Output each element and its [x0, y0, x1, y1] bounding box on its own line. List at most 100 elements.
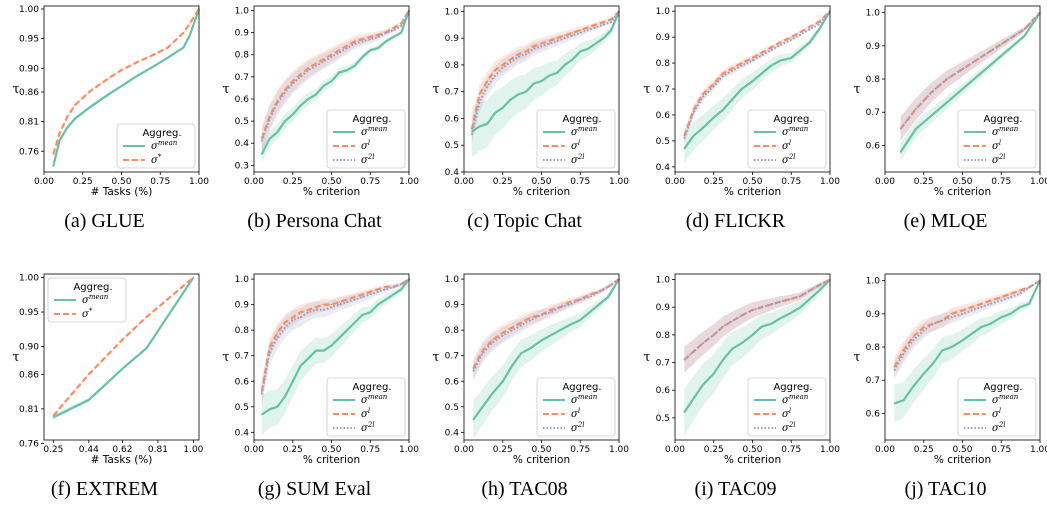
data-point — [392, 36, 395, 38]
data-point — [800, 306, 802, 308]
legend-label-mean: σmean — [151, 139, 178, 152]
series-l2-line — [683, 278, 831, 361]
legend-label-l: σl — [782, 407, 791, 420]
y-tick-label: 0.86 — [19, 88, 39, 98]
data-point — [361, 314, 364, 316]
data-point — [540, 45, 543, 47]
data-point — [610, 18, 612, 20]
data-point — [1028, 286, 1030, 288]
data-point — [903, 349, 905, 351]
chart-glue: 0.00 0.25 0.50 0.75 1.00 0.76 0.81 0.86 0.90 0.95… — [12, 5, 209, 198]
legend-title: Aggreg. — [983, 382, 1022, 393]
chart-flickr: 0.00 0.25 0.50 0.75 1.00 0.4 0.5 0.6 0.7 0.8 0.9 1.… — [643, 5, 840, 198]
y-tick-label: 0.95 — [19, 308, 39, 318]
data-point — [1000, 316, 1002, 318]
legend-label-base: σ — [361, 127, 369, 138]
x-axis-label: % criterion — [724, 186, 781, 198]
legend-label-base: σ — [782, 423, 790, 434]
x-tick-label: 0.00 — [665, 177, 685, 187]
series-l-line — [893, 279, 1041, 368]
legend-label-l2: σ2l — [992, 153, 1006, 166]
y-tick-label: 0.7 — [866, 108, 880, 118]
data-point — [276, 337, 278, 339]
data-point — [1000, 296, 1002, 298]
legend-label-base: σ — [992, 395, 1000, 406]
y-tick-label: 0.9 — [445, 301, 460, 311]
data-point — [971, 333, 973, 335]
data-point — [369, 311, 371, 313]
legend-label-base: σ — [992, 409, 1000, 420]
legend-box — [326, 377, 406, 437]
data-point — [472, 367, 474, 370]
data-point — [167, 46, 169, 49]
legend-label-sup: mean — [999, 125, 1019, 133]
data-point — [1028, 303, 1030, 305]
data-point — [930, 115, 933, 117]
data-point — [533, 45, 535, 47]
x-tick-label: 1.00 — [609, 445, 629, 455]
y-axis-label: τ — [222, 82, 229, 97]
data-point — [971, 309, 973, 312]
figure-caption: (j) TAC10 — [904, 478, 987, 500]
data-point — [472, 419, 474, 421]
legend-label-sup: mean — [578, 393, 598, 401]
data-point — [702, 342, 704, 344]
x-tick-label: 0.50 — [742, 445, 762, 455]
y-tick-label: 0.81 — [19, 405, 39, 415]
y-tick-label: 0.76 — [19, 439, 39, 449]
legend-label-sup: mean — [789, 393, 809, 401]
y-axis-label: τ — [853, 82, 860, 97]
legend-label-l: σl — [571, 139, 580, 152]
chart-panel-extrem: 0.25 0.44 0.62 0.81 1.00 0.76 0.81 0.86 0.90 0.95… — [2, 268, 207, 523]
data-point — [299, 311, 302, 313]
data-point — [533, 83, 535, 85]
legend-box — [116, 123, 196, 169]
y-axis-label: τ — [222, 350, 229, 365]
data-point — [761, 54, 763, 56]
legend-label-base: σ — [992, 155, 1000, 166]
legend-label-sup: 2l — [577, 153, 585, 161]
data-point — [751, 59, 754, 62]
data-point — [361, 40, 364, 43]
data-point — [369, 36, 371, 38]
data-point — [268, 118, 271, 120]
data-point — [610, 29, 612, 31]
data-point — [540, 314, 543, 316]
data-point — [751, 57, 754, 59]
band-l — [900, 12, 1040, 141]
data-point — [818, 290, 820, 292]
data-point — [276, 131, 278, 133]
data-point — [323, 309, 325, 311]
data-point — [89, 90, 92, 92]
data-point — [88, 373, 90, 375]
data-point — [58, 140, 61, 142]
data-point — [354, 298, 356, 301]
data-point — [392, 293, 395, 295]
data-point — [525, 50, 527, 53]
data-point — [533, 48, 535, 50]
y-axis-label: τ — [432, 350, 439, 365]
x-tick-label: 1.00 — [820, 445, 840, 455]
y-tick-label: 0.7 — [235, 352, 249, 362]
data-point — [315, 306, 317, 308]
data-point — [1019, 293, 1021, 295]
legend-label-sup: mean — [158, 139, 178, 147]
data-point — [385, 40, 387, 43]
data-point — [610, 21, 612, 23]
data-point — [105, 79, 107, 81]
legend-label-sup: 2l — [577, 421, 585, 429]
data-point — [338, 71, 340, 73]
chart-panel-topic: 0.00 0.25 0.50 0.75 1.00 0.4 0.5 0.6 0.7 0.8 0.9 1.… — [422, 0, 629, 255]
x-axis-label: % criterion — [934, 186, 991, 198]
series-l-line — [260, 9, 410, 140]
data-point — [589, 296, 591, 298]
data-point — [992, 61, 995, 64]
data-point — [292, 82, 294, 85]
series-l2-line — [899, 11, 1041, 130]
x-tick-label: 0.25 — [493, 177, 513, 187]
x-tick-label: 0.44 — [79, 445, 99, 455]
data-point — [912, 386, 914, 388]
